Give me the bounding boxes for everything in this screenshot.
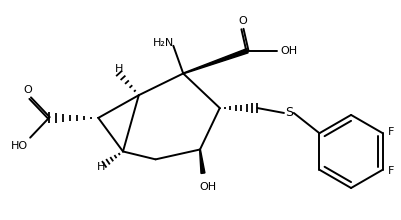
Text: O: O xyxy=(24,85,32,95)
Text: OH: OH xyxy=(280,46,297,56)
Text: OH: OH xyxy=(199,182,217,192)
Text: H: H xyxy=(115,64,123,73)
Text: HO: HO xyxy=(11,141,28,151)
Text: S: S xyxy=(285,106,293,119)
Text: H: H xyxy=(97,162,105,172)
Text: F: F xyxy=(388,127,394,137)
Polygon shape xyxy=(183,49,248,74)
Polygon shape xyxy=(200,149,205,173)
Text: O: O xyxy=(238,16,247,26)
Text: F: F xyxy=(388,166,394,176)
Text: H₂N: H₂N xyxy=(153,38,174,48)
